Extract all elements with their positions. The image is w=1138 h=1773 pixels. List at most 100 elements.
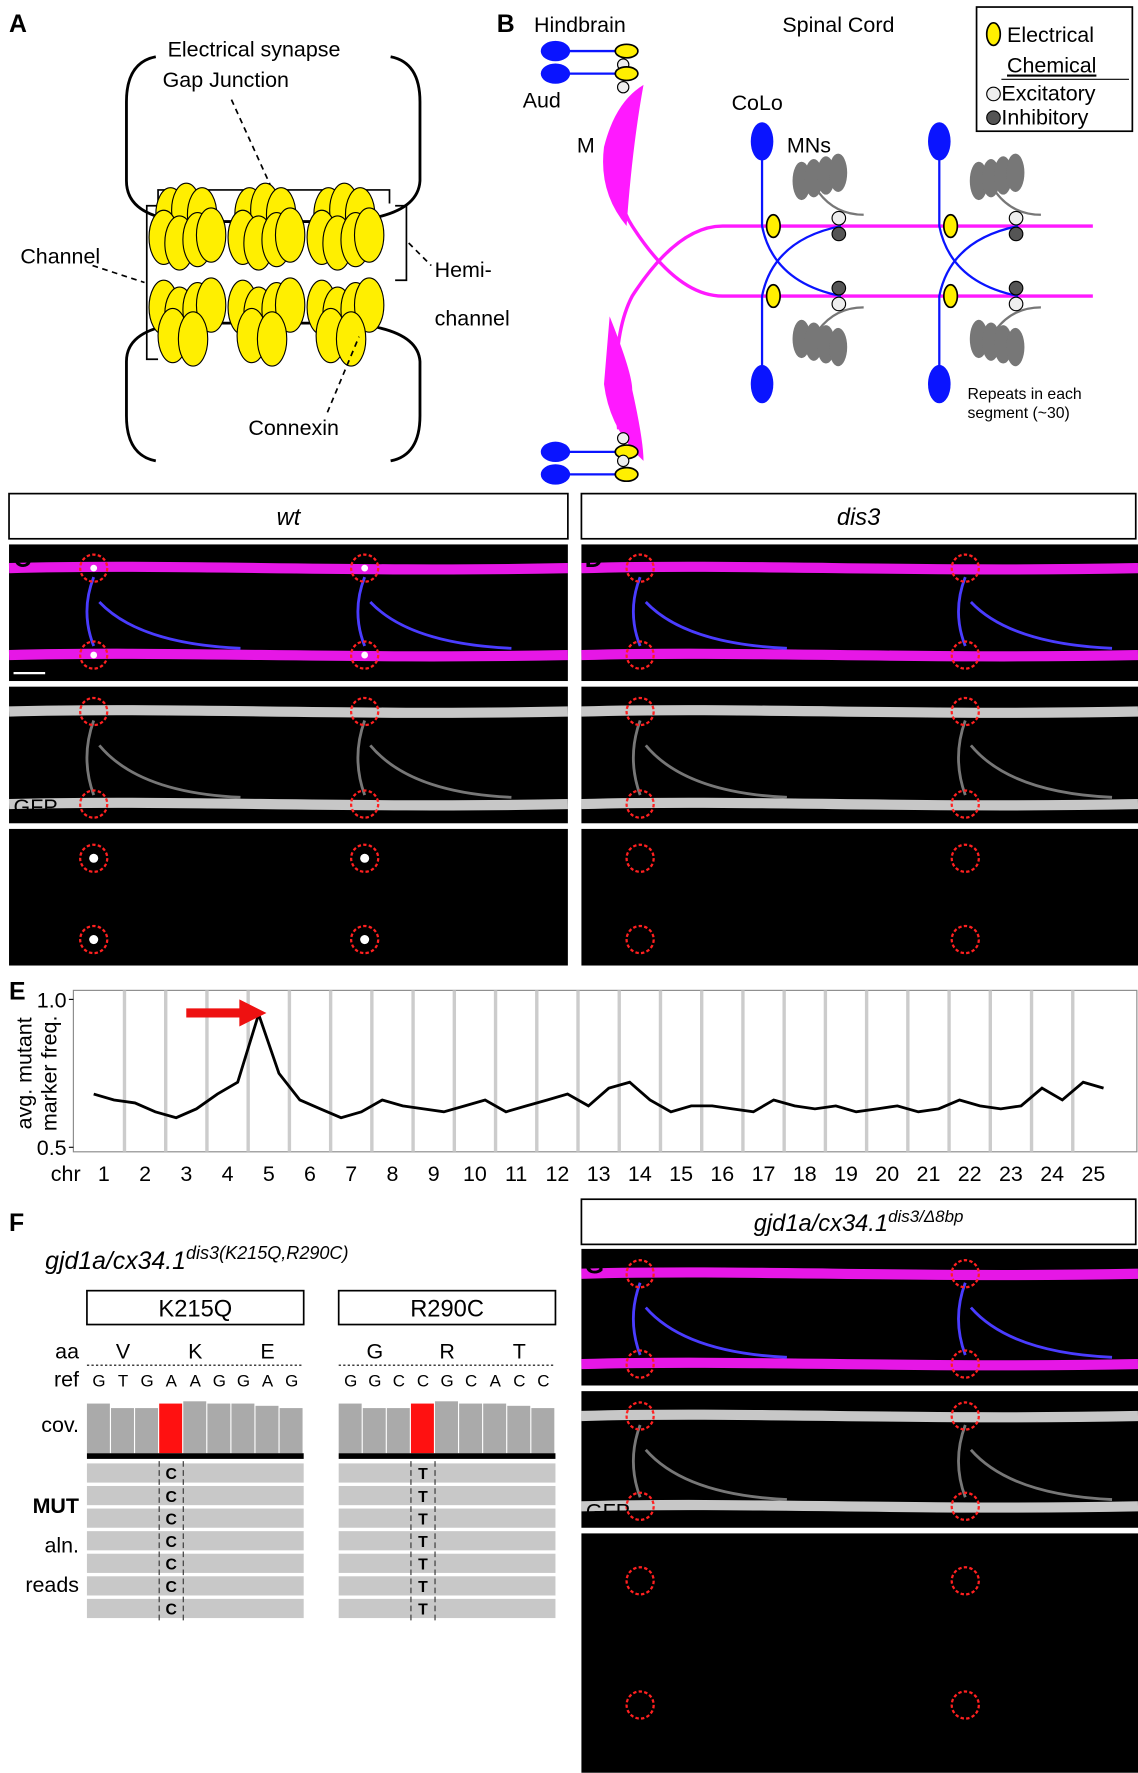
colo-signal	[632, 1424, 787, 1501]
label: Chemical	[1007, 54, 1096, 78]
inh	[1008, 280, 1024, 296]
synapse-roi	[625, 1401, 655, 1431]
row-label: ref	[54, 1368, 79, 1392]
ref-base: A	[262, 1372, 274, 1391]
coverage	[435, 1401, 458, 1454]
legend-box	[975, 6, 1134, 133]
site-name: R290C	[410, 1297, 484, 1323]
panel-label: E	[9, 978, 26, 1005]
label: Spinal Cord	[782, 13, 894, 37]
synapse-roi	[950, 1259, 980, 1289]
synapse-roi	[625, 789, 655, 819]
synapse-roi	[950, 843, 980, 873]
axon-signal	[8, 648, 568, 662]
legend-elec	[985, 21, 1002, 47]
synapse-roi	[950, 1401, 980, 1431]
read	[86, 1508, 304, 1528]
synapse-roi	[349, 843, 380, 873]
chr-label: 10	[463, 1162, 487, 1186]
colo-signal	[957, 576, 1113, 650]
read	[338, 1463, 556, 1483]
chr-label: 15	[669, 1162, 693, 1186]
x-prefix: chr	[51, 1162, 81, 1186]
mut-base: C	[166, 1489, 177, 1506]
read	[86, 1531, 304, 1551]
synapse-roi	[950, 1349, 980, 1379]
connexin	[335, 311, 367, 367]
cx36-punctum	[90, 564, 98, 572]
inh	[1008, 226, 1024, 242]
chr-label: 13	[587, 1162, 611, 1186]
panel-label: A	[9, 11, 27, 38]
ref-base: C	[417, 1372, 429, 1391]
label: Inhibitory	[1001, 105, 1088, 129]
axon-signal	[581, 648, 1138, 662]
mut-base: T	[418, 1489, 428, 1506]
mut-base: T	[418, 1511, 428, 1528]
synapse-roi	[950, 640, 980, 670]
synapse-roi	[625, 696, 655, 727]
chr-label: 8	[387, 1162, 399, 1186]
synapse-roi	[79, 553, 109, 583]
read	[338, 1598, 556, 1619]
chr-label: 17	[752, 1162, 776, 1186]
header: gjd1a/cx34.1dis3/Δ8bp	[754, 1206, 964, 1237]
label: Aud	[523, 89, 561, 113]
read	[338, 1553, 556, 1573]
label: CoLo	[732, 91, 783, 115]
y-axis-label: avg. mutantmarker freq.	[13, 1016, 62, 1132]
read	[338, 1576, 556, 1596]
ref-base: G	[440, 1372, 453, 1391]
amino-acid: G	[366, 1339, 383, 1363]
chr-label: 5	[263, 1162, 275, 1186]
mn-axon	[817, 191, 864, 331]
chr-label: 24	[1040, 1162, 1064, 1186]
header-box	[580, 1198, 1137, 1246]
synapse-roi	[79, 924, 109, 955]
amino-acid: E	[260, 1339, 274, 1363]
colo	[750, 364, 774, 404]
label: Gap Junction	[163, 68, 289, 92]
chr-label: 7	[345, 1162, 357, 1186]
colo-signal	[957, 720, 1113, 799]
colo-signal	[632, 576, 787, 650]
header-part: dis3	[837, 505, 880, 531]
ref-base: A	[166, 1372, 178, 1391]
chr-label: 12	[545, 1162, 569, 1186]
synapse-roi	[349, 640, 380, 670]
chr-label: 11	[505, 1162, 527, 1186]
synapse-roi	[950, 553, 980, 583]
ref-base: G	[368, 1372, 381, 1391]
coverage	[531, 1408, 555, 1454]
micro-image	[581, 828, 1138, 966]
track-divider	[338, 1453, 556, 1459]
synapse-roi	[950, 1690, 980, 1720]
y-tick-label: 0.5	[37, 1136, 67, 1160]
plot-frame	[72, 989, 1138, 1153]
ref-base: G	[237, 1372, 250, 1391]
read	[86, 1576, 304, 1596]
panel-label: B	[497, 11, 515, 38]
header-part: wt	[277, 505, 302, 531]
synapse-roi	[950, 789, 980, 819]
read	[86, 1485, 304, 1506]
amino-acid: K	[188, 1339, 203, 1363]
synapse-roi	[950, 924, 980, 955]
cx36-punctum	[89, 853, 99, 863]
row-label: MUT	[33, 1494, 79, 1518]
site-name: K215Q	[158, 1297, 232, 1323]
coverage	[135, 1408, 159, 1454]
inh	[831, 280, 847, 296]
synapse-roi	[79, 696, 109, 727]
axon-signal	[581, 1409, 1138, 1423]
axon-signal	[581, 1357, 1138, 1371]
legend-exc	[986, 86, 1001, 102]
ref-base: A	[490, 1372, 502, 1391]
coverage	[483, 1403, 507, 1454]
m-cell	[603, 316, 644, 461]
aud-cell	[540, 40, 571, 62]
mut-base: C	[166, 1534, 177, 1551]
ref-base: G	[92, 1372, 105, 1391]
label: Repeats in each	[968, 386, 1082, 403]
chr-label: 6	[304, 1162, 316, 1186]
